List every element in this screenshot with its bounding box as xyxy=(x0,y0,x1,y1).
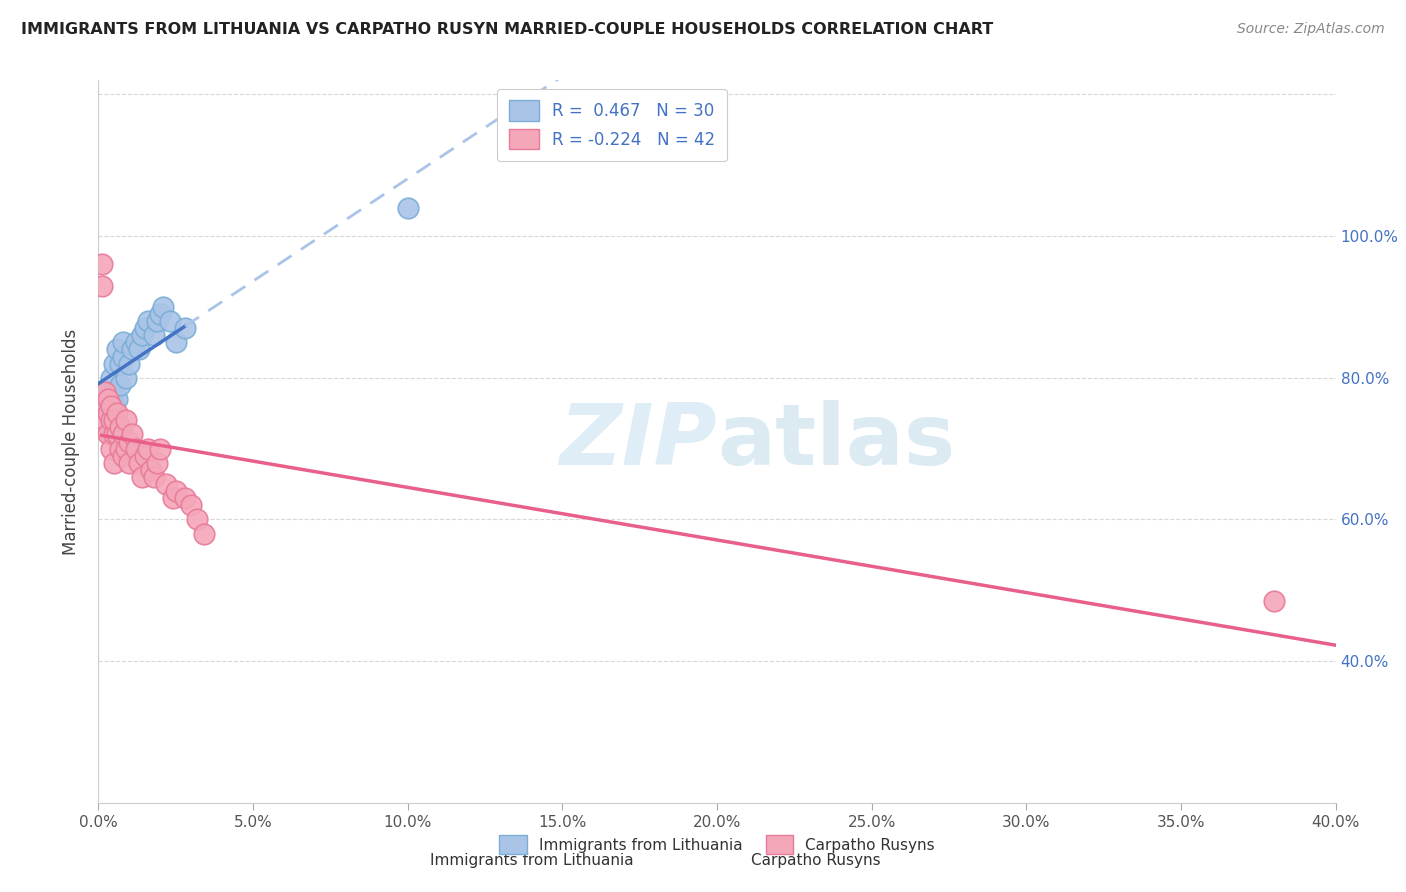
Point xyxy=(97,406,120,420)
Point xyxy=(149,307,172,321)
Point xyxy=(103,413,125,427)
Point xyxy=(159,314,181,328)
Point xyxy=(112,350,135,364)
Point xyxy=(93,399,115,413)
Point xyxy=(143,470,166,484)
Point xyxy=(134,449,156,463)
Point xyxy=(105,427,128,442)
Text: IMMIGRANTS FROM LITHUANIA VS CARPATHO RUSYN MARRIED-COUPLE HOUSEHOLDS CORRELATIO: IMMIGRANTS FROM LITHUANIA VS CARPATHO RU… xyxy=(21,22,994,37)
Point xyxy=(396,201,419,215)
Point xyxy=(108,357,131,371)
Text: Source: ZipAtlas.com: Source: ZipAtlas.com xyxy=(1237,22,1385,37)
Point xyxy=(124,442,146,456)
Point xyxy=(112,427,135,442)
Point xyxy=(97,427,120,442)
Y-axis label: Married-couple Households: Married-couple Households xyxy=(62,328,80,555)
Point xyxy=(93,384,115,399)
Point xyxy=(1263,594,1285,608)
Point xyxy=(93,413,115,427)
Point xyxy=(131,470,153,484)
Point xyxy=(100,399,122,413)
Point xyxy=(103,399,125,413)
Point xyxy=(115,413,138,427)
Point xyxy=(118,456,141,470)
Point xyxy=(162,491,184,506)
Point xyxy=(105,343,128,357)
Point xyxy=(136,442,159,456)
Point xyxy=(131,328,153,343)
Point xyxy=(186,512,208,526)
Point xyxy=(105,392,128,406)
Point xyxy=(100,413,122,427)
Point xyxy=(143,328,166,343)
Point xyxy=(100,427,122,442)
Point xyxy=(146,314,169,328)
Point xyxy=(103,384,125,399)
Point xyxy=(121,343,143,357)
Point xyxy=(108,442,131,456)
Point xyxy=(152,300,174,314)
Point xyxy=(136,314,159,328)
Point xyxy=(174,321,197,335)
Point xyxy=(139,463,162,477)
Point xyxy=(155,477,177,491)
Point xyxy=(121,427,143,442)
Point xyxy=(193,526,215,541)
Point xyxy=(118,357,141,371)
Point xyxy=(115,442,138,456)
Point xyxy=(165,484,187,499)
Point xyxy=(108,420,131,434)
Point xyxy=(97,399,120,413)
Point xyxy=(112,449,135,463)
Point xyxy=(115,371,138,385)
Point xyxy=(90,278,112,293)
Point xyxy=(93,413,115,427)
Point xyxy=(124,335,146,350)
Point xyxy=(165,335,187,350)
Point xyxy=(97,384,120,399)
Point xyxy=(97,392,120,406)
Text: atlas: atlas xyxy=(717,400,955,483)
Point xyxy=(103,427,125,442)
Point xyxy=(174,491,197,506)
Point xyxy=(118,434,141,449)
Point xyxy=(149,442,172,456)
Point xyxy=(134,321,156,335)
Point xyxy=(103,456,125,470)
Legend: Immigrants from Lithuania, Carpatho Rusyns: Immigrants from Lithuania, Carpatho Rusy… xyxy=(494,830,941,860)
Point xyxy=(128,343,150,357)
Text: Immigrants from Lithuania: Immigrants from Lithuania xyxy=(430,854,633,869)
Point xyxy=(128,456,150,470)
Point xyxy=(180,498,202,512)
Point xyxy=(112,335,135,350)
Point xyxy=(100,371,122,385)
Point xyxy=(103,357,125,371)
Text: ZIP: ZIP xyxy=(560,400,717,483)
Point xyxy=(105,406,128,420)
Point xyxy=(100,442,122,456)
Point xyxy=(90,257,112,271)
Text: Carpatho Rusyns: Carpatho Rusyns xyxy=(751,854,880,869)
Point xyxy=(108,377,131,392)
Point xyxy=(146,456,169,470)
